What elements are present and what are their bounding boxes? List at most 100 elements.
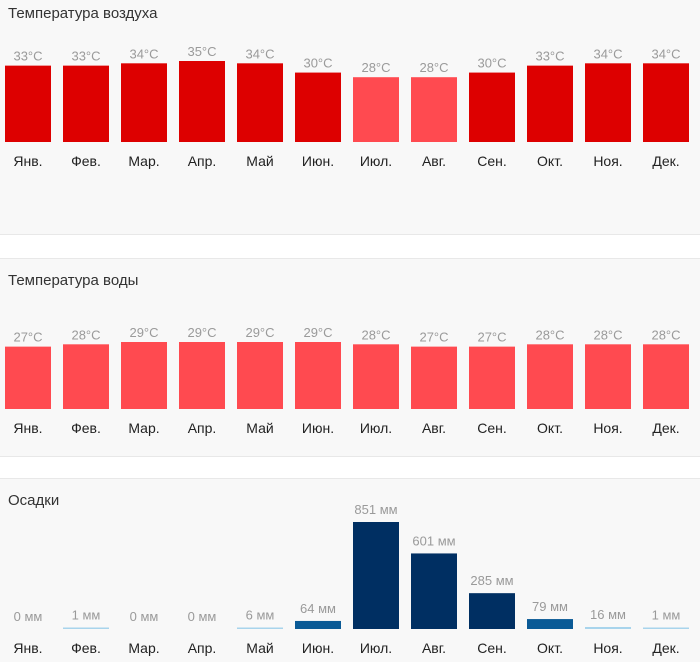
water-value-label-1: 27°C [13,330,42,345]
water-month-label-3: Мар. [128,420,159,436]
water-bar-11 [585,344,631,409]
air-value-label-10: 33°C [535,49,564,64]
water-month-label-9: Сен. [477,420,507,436]
air-bar-11 [585,63,631,142]
air-month-label-5: Май [246,153,273,169]
rain-month-label-5: Май [246,640,273,656]
water-bar-12 [643,344,689,409]
rain-value-label-9: 285 мм [470,573,513,588]
air-bar-8 [411,77,457,142]
rain-value-label-11: 16 мм [590,607,626,622]
rain-month-label-9: Сен. [477,640,507,656]
water-value-label-12: 28°C [651,327,680,342]
rain-month-label-2: Фев. [71,640,101,656]
air-month-label-10: Окт. [537,153,563,169]
air-bar-1 [5,65,51,142]
air-value-label-12: 34°C [651,46,680,61]
rain-month-label-8: Авг. [422,640,446,656]
air-bar-4 [179,61,225,142]
water-month-label-11: Ноя. [593,420,622,436]
air-bar-7 [353,77,399,142]
water-month-label-1: Янв. [13,420,42,436]
air-value-label-6: 30°C [303,56,332,71]
water-value-label-3: 29°C [129,325,158,340]
water-bar-2 [63,344,109,409]
air-month-label-1: Янв. [13,153,42,169]
air-value-label-2: 33°C [71,49,100,64]
rain-month-label-10: Окт. [537,640,563,656]
water-value-label-9: 27°C [477,330,506,345]
precipitation-panel: Осадки 0 мм Янв. 1 мм Фев. 0 мм Мар. 0 мм Апр. 6… [0,478,700,662]
rain-bar-10 [527,619,573,629]
air-value-label-3: 34°C [129,46,158,61]
precipitation-title: Осадки [8,492,60,509]
air-value-label-5: 34°C [245,46,274,61]
air-month-label-6: Июн. [302,153,334,169]
rain-value-label-4: 0 мм [188,609,217,624]
rain-value-label-12: 1 мм [652,608,681,623]
water-month-label-4: Апр. [188,420,217,436]
rain-bar-2 [63,627,109,629]
rain-month-label-12: Дек. [652,640,679,656]
air-value-label-1: 33°C [13,49,42,64]
rain-month-label-1: Янв. [13,640,42,656]
water-value-label-7: 28°C [361,327,390,342]
water-month-label-2: Фев. [71,420,101,436]
water-month-label-6: Июн. [302,420,334,436]
water-month-label-7: Июл. [360,420,392,436]
rain-bar-9 [469,593,515,629]
air-value-label-8: 28°C [419,60,448,75]
rain-month-label-11: Ноя. [593,640,622,656]
water-month-label-12: Дек. [652,420,679,436]
air-bar-10 [527,65,573,142]
rain-value-label-2: 1 мм [72,608,101,623]
water-value-label-8: 27°C [419,330,448,345]
rain-bar-7 [353,522,399,629]
rain-value-label-7: 851 мм [354,502,397,517]
air-month-label-8: Авг. [422,153,446,169]
air-month-label-11: Ноя. [593,153,622,169]
air-month-label-12: Дек. [652,153,679,169]
air-month-label-3: Мар. [128,153,159,169]
water-bar-10 [527,344,573,409]
air-month-label-9: Сен. [477,153,507,169]
water-bar-5 [237,342,283,409]
rain-month-label-3: Мар. [128,640,159,656]
water-temperature-panel: Температура воды 27°C Янв. 28°C Фев. 29°C Мар… [0,258,700,457]
rain-month-label-4: Апр. [188,640,217,656]
rain-value-label-10: 79 мм [532,599,568,614]
water-temperature-title: Температура воды [8,272,139,289]
air-bar-3 [121,63,167,142]
water-month-label-8: Авг. [422,420,446,436]
water-month-label-10: Окт. [537,420,563,436]
rain-bar-5 [237,627,283,629]
air-temperature-panel: Температура воздуха 33°C Янв. 33°C Фев. 34°C… [0,0,700,235]
rain-month-label-7: Июл. [360,640,392,656]
rain-bar-6 [295,620,341,629]
air-month-label-2: Фев. [71,153,101,169]
air-bar-12 [643,63,689,142]
rain-bar-8 [411,553,457,629]
air-temperature-chart: 33°C Янв. 33°C Фев. 34°C Мар. 35°C Апр. 34°C Май 3… [5,44,689,169]
water-value-label-4: 29°C [187,325,216,340]
water-value-label-5: 29°C [245,325,274,340]
water-bar-9 [469,346,515,409]
air-value-label-7: 28°C [361,60,390,75]
rain-bar-11 [585,626,631,629]
water-value-label-10: 28°C [535,327,564,342]
rain-value-label-3: 0 мм [130,609,159,624]
water-value-label-6: 29°C [303,325,332,340]
water-value-label-11: 28°C [593,327,622,342]
water-value-label-2: 28°C [71,327,100,342]
rain-month-label-6: Июн. [302,640,334,656]
air-temperature-title: Температура воздуха [8,5,158,22]
rain-value-label-8: 601 мм [412,533,455,548]
air-bar-5 [237,63,283,142]
air-month-label-7: Июл. [360,153,392,169]
water-bar-3 [121,342,167,409]
air-bar-6 [295,72,341,142]
water-month-label-5: Май [246,420,273,436]
air-value-label-11: 34°C [593,46,622,61]
rain-value-label-5: 6 мм [246,608,275,623]
air-month-label-4: Апр. [188,153,217,169]
